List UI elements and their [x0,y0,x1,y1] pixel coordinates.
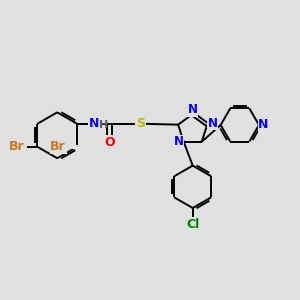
Text: N: N [208,117,218,130]
Text: O: O [104,136,115,149]
Text: N: N [89,117,99,130]
Text: Cl: Cl [186,218,199,231]
Text: N: N [188,103,198,116]
Text: Br: Br [50,140,66,153]
Text: Br: Br [9,140,25,153]
Text: S: S [136,117,145,130]
Text: N: N [173,135,183,148]
Text: N: N [258,118,268,131]
Text: H: H [99,120,108,130]
